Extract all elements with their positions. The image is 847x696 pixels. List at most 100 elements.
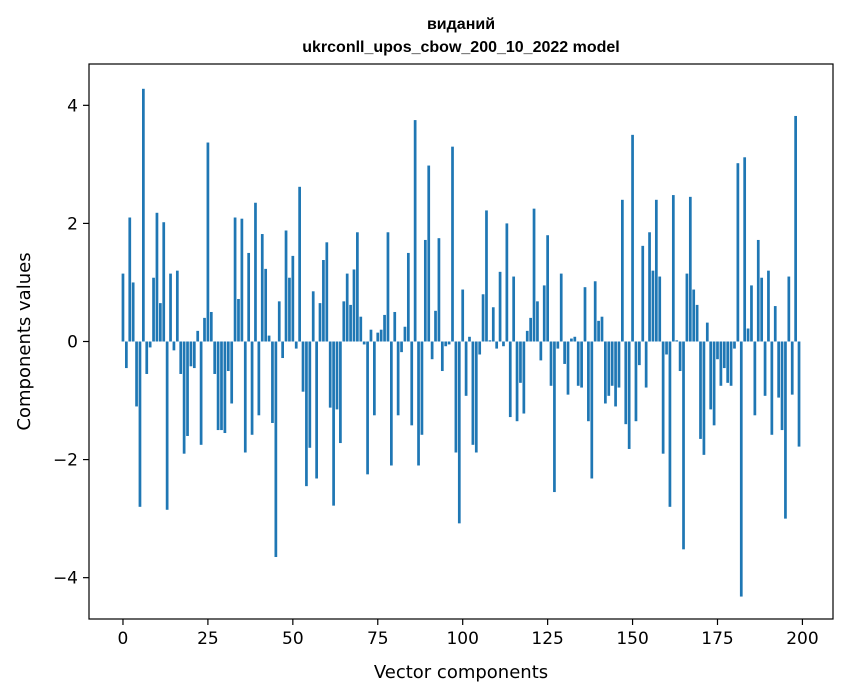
bar-component-74 bbox=[373, 341, 376, 416]
chart-title-line-1: виданий bbox=[427, 16, 495, 33]
bar-component-137 bbox=[587, 341, 590, 422]
bar-component-67 bbox=[349, 304, 352, 342]
y-axis-label: Components values bbox=[14, 252, 35, 430]
bar-component-113 bbox=[505, 223, 509, 342]
bar-component-30 bbox=[223, 341, 227, 434]
bar-component-164 bbox=[678, 341, 682, 372]
bar-component-86 bbox=[413, 120, 417, 342]
bar-component-167 bbox=[688, 196, 692, 342]
bar-component-21 bbox=[192, 341, 196, 369]
bar-component-148 bbox=[624, 341, 628, 425]
y-tick-label: −2 bbox=[53, 451, 78, 471]
bar-component-144 bbox=[610, 341, 614, 386]
bar-component-168 bbox=[692, 289, 696, 342]
bar-component-26 bbox=[209, 311, 213, 342]
bar-component-23 bbox=[199, 341, 203, 445]
bar-component-159 bbox=[661, 341, 665, 454]
bar-component-27 bbox=[213, 341, 217, 374]
bar-component-59 bbox=[322, 260, 325, 342]
bar-component-187 bbox=[756, 239, 760, 342]
bar-component-60 bbox=[325, 242, 329, 342]
bar-component-116 bbox=[515, 341, 519, 422]
bar-component-143 bbox=[607, 341, 611, 396]
bar-component-3 bbox=[131, 282, 135, 342]
bar-component-81 bbox=[396, 341, 400, 416]
bar-component-38 bbox=[250, 341, 254, 435]
bar-component-152 bbox=[638, 341, 641, 366]
bar-component-22 bbox=[196, 330, 200, 342]
bar-component-8 bbox=[148, 341, 152, 348]
bar-component-53 bbox=[301, 341, 305, 392]
bar-component-163 bbox=[675, 340, 679, 342]
bar-component-166 bbox=[685, 273, 689, 342]
bar-component-179 bbox=[729, 341, 733, 386]
bar-component-7 bbox=[145, 341, 149, 374]
bar-component-98 bbox=[454, 341, 458, 453]
x-tick-label: 25 bbox=[197, 629, 219, 649]
bar-component-97 bbox=[451, 146, 454, 342]
bar-component-17 bbox=[179, 341, 183, 374]
bar-component-115 bbox=[512, 276, 516, 342]
x-tick-label: 75 bbox=[367, 629, 389, 649]
bar-component-157 bbox=[654, 199, 658, 342]
bar-component-174 bbox=[712, 341, 716, 426]
bar-component-195 bbox=[784, 341, 787, 519]
bar-component-114 bbox=[508, 341, 512, 418]
bar-component-160 bbox=[665, 341, 668, 355]
bar-component-90 bbox=[427, 165, 431, 342]
bar-component-31 bbox=[226, 341, 230, 372]
bar-component-121 bbox=[532, 208, 536, 342]
bar-component-51 bbox=[294, 341, 298, 349]
bar-component-151 bbox=[634, 341, 638, 422]
bar-component-185 bbox=[750, 285, 753, 342]
bar-component-155 bbox=[648, 232, 651, 342]
bar-component-120 bbox=[529, 317, 532, 342]
bar-component-19 bbox=[186, 341, 189, 436]
bar-component-104 bbox=[474, 341, 478, 453]
bar-component-122 bbox=[536, 301, 539, 342]
bar-component-12 bbox=[162, 222, 166, 342]
bar-component-150 bbox=[631, 134, 634, 342]
bar-component-65 bbox=[342, 301, 346, 342]
bar-component-193 bbox=[777, 341, 780, 398]
bar-component-44 bbox=[271, 341, 274, 423]
bars-group bbox=[121, 88, 801, 597]
bar-component-62 bbox=[332, 341, 335, 506]
bar-component-6 bbox=[142, 88, 145, 342]
bar-component-71 bbox=[362, 341, 366, 345]
x-ticks: 0 25 50 75 100 125 150 175 200 bbox=[118, 619, 819, 649]
bar-component-69 bbox=[356, 232, 359, 342]
bar-component-182 bbox=[739, 341, 743, 597]
bar-component-13 bbox=[165, 341, 169, 510]
bar-component-190 bbox=[767, 270, 770, 342]
bar-component-49 bbox=[288, 277, 291, 342]
bar-component-180 bbox=[733, 341, 736, 349]
bar-component-154 bbox=[644, 341, 648, 388]
bar-component-48 bbox=[284, 230, 288, 342]
bar-component-118 bbox=[522, 341, 526, 414]
bar-component-1 bbox=[125, 341, 128, 369]
bar-component-5 bbox=[138, 341, 142, 507]
bar-component-33 bbox=[233, 217, 237, 342]
bar-component-52 bbox=[298, 186, 301, 342]
bar-component-56 bbox=[311, 291, 315, 342]
bar-component-4 bbox=[135, 341, 138, 407]
bar-component-82 bbox=[400, 341, 403, 353]
bar-component-85 bbox=[410, 341, 414, 426]
bar-component-141 bbox=[600, 316, 604, 342]
bar-component-102 bbox=[468, 336, 471, 342]
bar-component-139 bbox=[593, 281, 597, 342]
x-axis-label: Vector components bbox=[374, 662, 548, 683]
bar-component-131 bbox=[566, 341, 570, 395]
bar-component-89 bbox=[423, 239, 427, 342]
bar-component-188 bbox=[760, 277, 764, 342]
bar-component-184 bbox=[746, 328, 750, 342]
bar-component-124 bbox=[542, 285, 546, 342]
bar-component-36 bbox=[243, 341, 247, 453]
x-tick-label: 200 bbox=[786, 629, 818, 649]
bar-component-161 bbox=[668, 341, 672, 507]
bar-component-99 bbox=[457, 341, 461, 524]
bar-component-43 bbox=[267, 335, 271, 342]
y-ticks: −4 −2 0 2 4 bbox=[53, 96, 89, 589]
